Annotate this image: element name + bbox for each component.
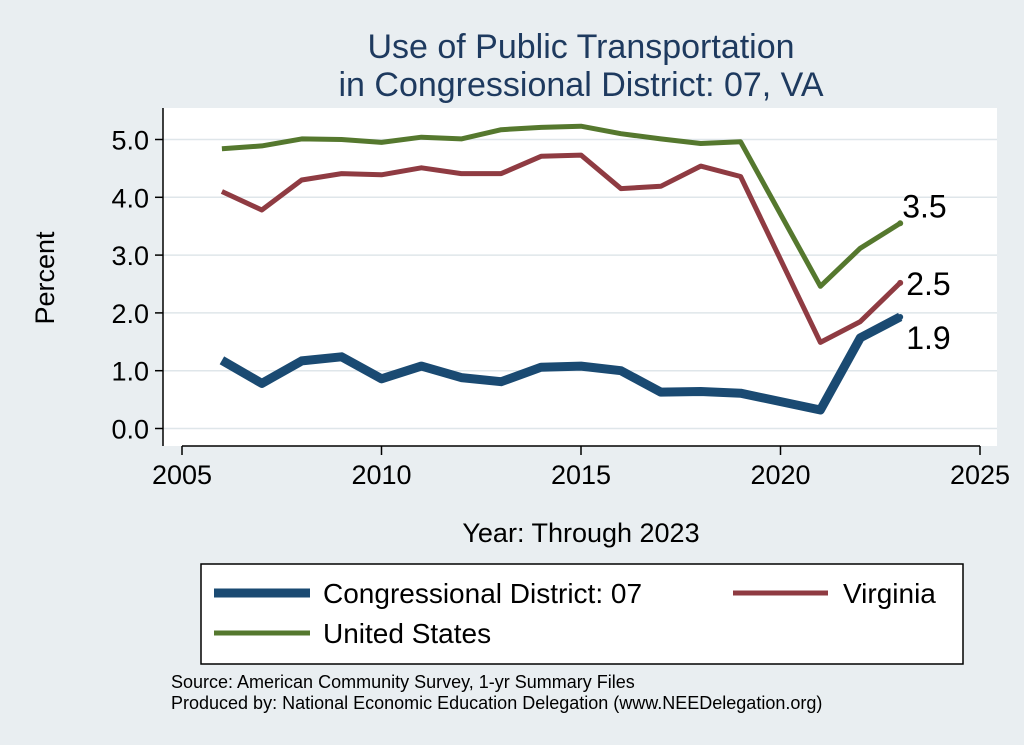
- y-tick-label: 3.0: [111, 241, 149, 271]
- legend-box: [200, 563, 964, 665]
- producer-note: Produced by: National Economic Education…: [171, 693, 822, 713]
- end-label: 1.9: [906, 320, 950, 356]
- y-tick-label: 1.0: [111, 357, 149, 387]
- end-label: 3.5: [902, 188, 946, 224]
- x-tick-label: 2010: [351, 460, 411, 490]
- legend-label-congressional-district: Congressional District: 07: [323, 578, 642, 609]
- y-tick-label: 4.0: [111, 183, 149, 213]
- axes: 0.0 1.0 2.0 3.0 4.0 5.0 2005 2010 2015 2020 2025: [111, 108, 1010, 490]
- x-tick-label: 2005: [152, 460, 212, 490]
- x-tick-label: 2015: [551, 460, 611, 490]
- x-tick-label: 2025: [950, 460, 1010, 490]
- y-tick-label: 0.0: [111, 415, 149, 445]
- series-line-virginia: [220, 152, 902, 345]
- y-tick-label: 2.0: [111, 299, 149, 329]
- end-labels: 1.9 2.5 3.5: [902, 188, 950, 356]
- series-line-united-states: [221, 123, 902, 289]
- series-lines: [219, 123, 904, 415]
- y-axis-title: Percent: [30, 231, 60, 325]
- chart-title-line-1: Use of Public Transportation: [367, 28, 794, 66]
- series-line-congressional-district-07: [219, 312, 903, 415]
- chart-title-line-2: in Congressional District: 07, VA: [338, 66, 823, 104]
- legend: Congressional District: 07 Virginia Unit…: [200, 563, 964, 665]
- x-tick-label: 2020: [750, 460, 810, 490]
- legend-label-virginia: Virginia: [843, 578, 936, 609]
- end-point-marker: [897, 279, 904, 286]
- source-note: Source: American Community Survey, 1-yr …: [171, 672, 635, 692]
- end-point-marker: [897, 220, 904, 227]
- end-point-marker: [897, 313, 904, 320]
- y-tick-label: 5.0: [111, 126, 149, 156]
- plot-area: [163, 108, 997, 446]
- end-label: 2.5: [906, 266, 950, 302]
- x-axis-title: Year: Through 2023: [462, 518, 699, 548]
- legend-label-united-states: United States: [323, 618, 491, 649]
